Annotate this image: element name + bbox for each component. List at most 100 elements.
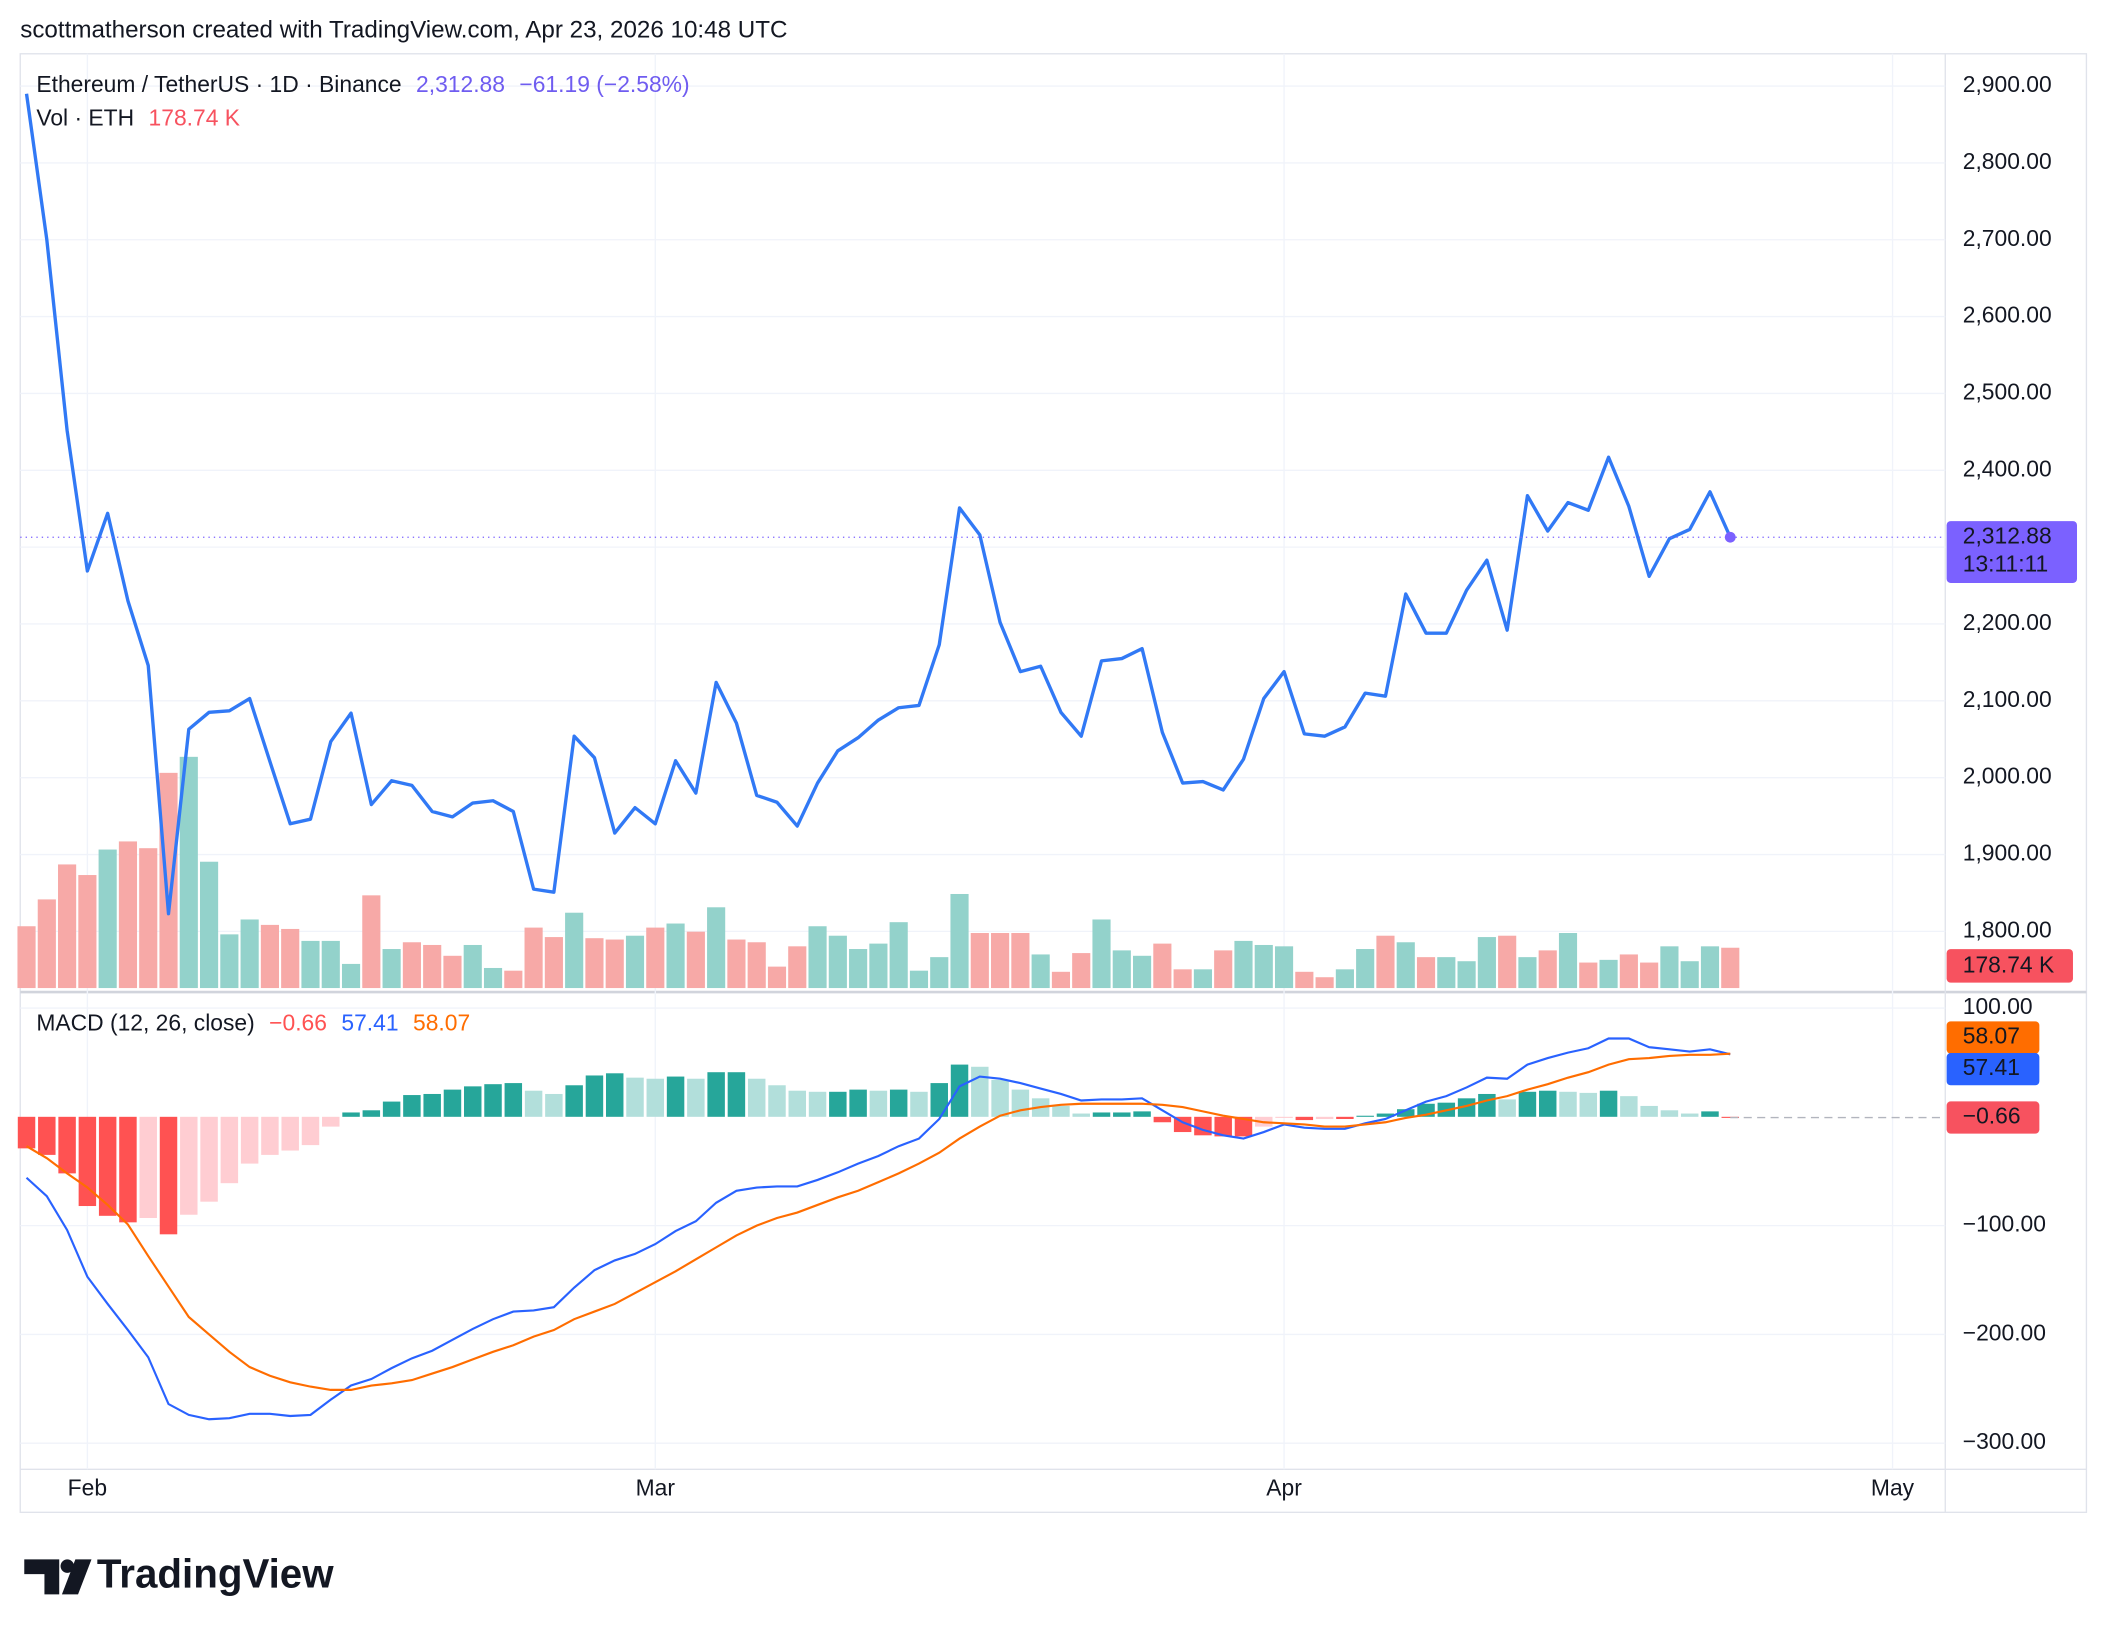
volume-bar: [707, 907, 726, 989]
x-tick-label: Feb: [68, 1475, 107, 1501]
histogram-bar: [1518, 1091, 1537, 1117]
histogram-bar: [1356, 1115, 1374, 1117]
volume-bar: [889, 922, 908, 989]
grid: Feb Mar Apr May 1,800.00 1,900.00 2,000.00 2,10…: [20, 53, 2052, 1501]
volume-legend: Vol · ETH 178.74 K: [36, 105, 240, 131]
histogram-bar: [38, 1116, 56, 1155]
histogram-bar: [1538, 1090, 1557, 1117]
price-tag-label: 2,312.88: [1963, 522, 2052, 548]
signal-tag-label: 58.07: [1963, 1023, 2020, 1049]
volume-bar: [686, 931, 705, 989]
y-tick-label: 2,500.00: [1963, 378, 2052, 404]
volume-bar: [767, 966, 787, 989]
brand: TradingView: [97, 1551, 334, 1597]
histogram-tag-label: −0.66: [1963, 1103, 2021, 1129]
volume-bar: [1579, 962, 1598, 989]
volume-bar: [1660, 946, 1679, 989]
y-tick-label: 2,900.00: [1963, 71, 2052, 97]
volume-bar: [1153, 943, 1172, 989]
histogram-bar: [382, 1101, 401, 1117]
histogram-bar: [403, 1095, 421, 1117]
volume-bar: [544, 937, 563, 989]
volume-bar: [98, 849, 117, 989]
countdown-label: 13:11:11: [1963, 550, 2049, 576]
price-line: [24, 93, 1732, 916]
histogram-bar: [484, 1084, 502, 1117]
volume-bar: [362, 895, 381, 989]
volume-bar: [970, 933, 989, 989]
volume-bar: [1356, 949, 1375, 989]
volume-bar: [402, 942, 421, 989]
histogram-bar: [788, 1090, 807, 1117]
volume-bar: [1498, 935, 1517, 989]
volume-bar: [1518, 957, 1537, 989]
macd-legend: MACD (12, 26, close) −0.66 57.41 58.07: [36, 1009, 470, 1035]
histogram-bar: [58, 1116, 76, 1174]
histogram-bar: [1072, 1113, 1090, 1117]
histogram-bar: [849, 1089, 867, 1117]
volume-bar: [1112, 950, 1131, 989]
histogram-bar: [585, 1075, 604, 1117]
y-tick-label: −100.00: [1963, 1211, 2046, 1237]
volume-bar: [991, 933, 1010, 989]
volume-tag: [1946, 949, 2073, 983]
histogram-bar: [747, 1078, 766, 1117]
volume-bar: [909, 970, 929, 989]
volume-bar: [139, 848, 158, 989]
logo-shape: [24, 1559, 60, 1595]
histogram-bar: [1579, 1092, 1598, 1117]
histogram-bar: [220, 1116, 239, 1184]
histogram-bar: [98, 1116, 117, 1216]
volume-bar: [727, 939, 746, 989]
y-tick-label: 2,200.00: [1963, 609, 2052, 635]
volume-bar: [1538, 950, 1557, 989]
volume-bar: [17, 926, 36, 989]
volume-bar: [341, 963, 361, 989]
volume-bar: [1680, 961, 1699, 989]
volume-bar: [260, 924, 279, 989]
histogram-bar: [950, 1064, 969, 1117]
volume-bar: [1295, 971, 1314, 989]
histogram-bar: [1052, 1105, 1070, 1117]
histogram-bar: [1701, 1111, 1719, 1117]
macd-last: 57.41: [341, 1009, 398, 1035]
histogram-bar: [545, 1093, 563, 1117]
volume-bar: [869, 943, 888, 989]
histogram-bar: [626, 1077, 644, 1117]
logo-shape: [60, 1559, 75, 1573]
histogram-last: −0.66: [269, 1009, 327, 1035]
volume-bar: [930, 957, 949, 989]
histogram-bar: [1376, 1113, 1395, 1117]
volume-bar: [321, 940, 340, 989]
volume-tag-label: 178.74 K: [1963, 952, 2054, 978]
logo-shape: [61, 1559, 92, 1595]
volume-bar: [463, 944, 482, 989]
volume-bar: [78, 875, 97, 989]
symbol: Ethereum / TetherUS · 1D · Binance: [36, 71, 401, 97]
volume-bar: [1051, 971, 1071, 989]
histogram-bar: [301, 1116, 320, 1146]
histogram-bar: [342, 1112, 360, 1117]
volume-bar: [950, 893, 969, 989]
histogram-bar: [464, 1086, 482, 1117]
histogram-bar: [646, 1078, 665, 1117]
macd-tag-label: 57.41: [1963, 1054, 2020, 1080]
histogram-bar: [119, 1116, 137, 1223]
histogram-bar: [1498, 1099, 1516, 1117]
volume-bar: [1640, 962, 1659, 989]
chart-frame: [19, 53, 2088, 1513]
volume-bar: [1031, 954, 1050, 989]
volume-bar: [1214, 950, 1233, 989]
volume-bar: [625, 935, 645, 989]
histogram-bar: [707, 1072, 725, 1117]
y-tick-label: 2,700.00: [1963, 225, 2052, 251]
macd-tag: [1946, 1053, 2040, 1086]
histogram-bar: [889, 1089, 908, 1117]
histogram-bar: [768, 1085, 786, 1117]
histogram-bar: [1397, 1109, 1415, 1117]
histogram-bar: [322, 1116, 340, 1127]
signal-last: 58.07: [413, 1009, 470, 1035]
histogram-bar: [443, 1089, 462, 1117]
histogram-bar: [1133, 1111, 1151, 1117]
